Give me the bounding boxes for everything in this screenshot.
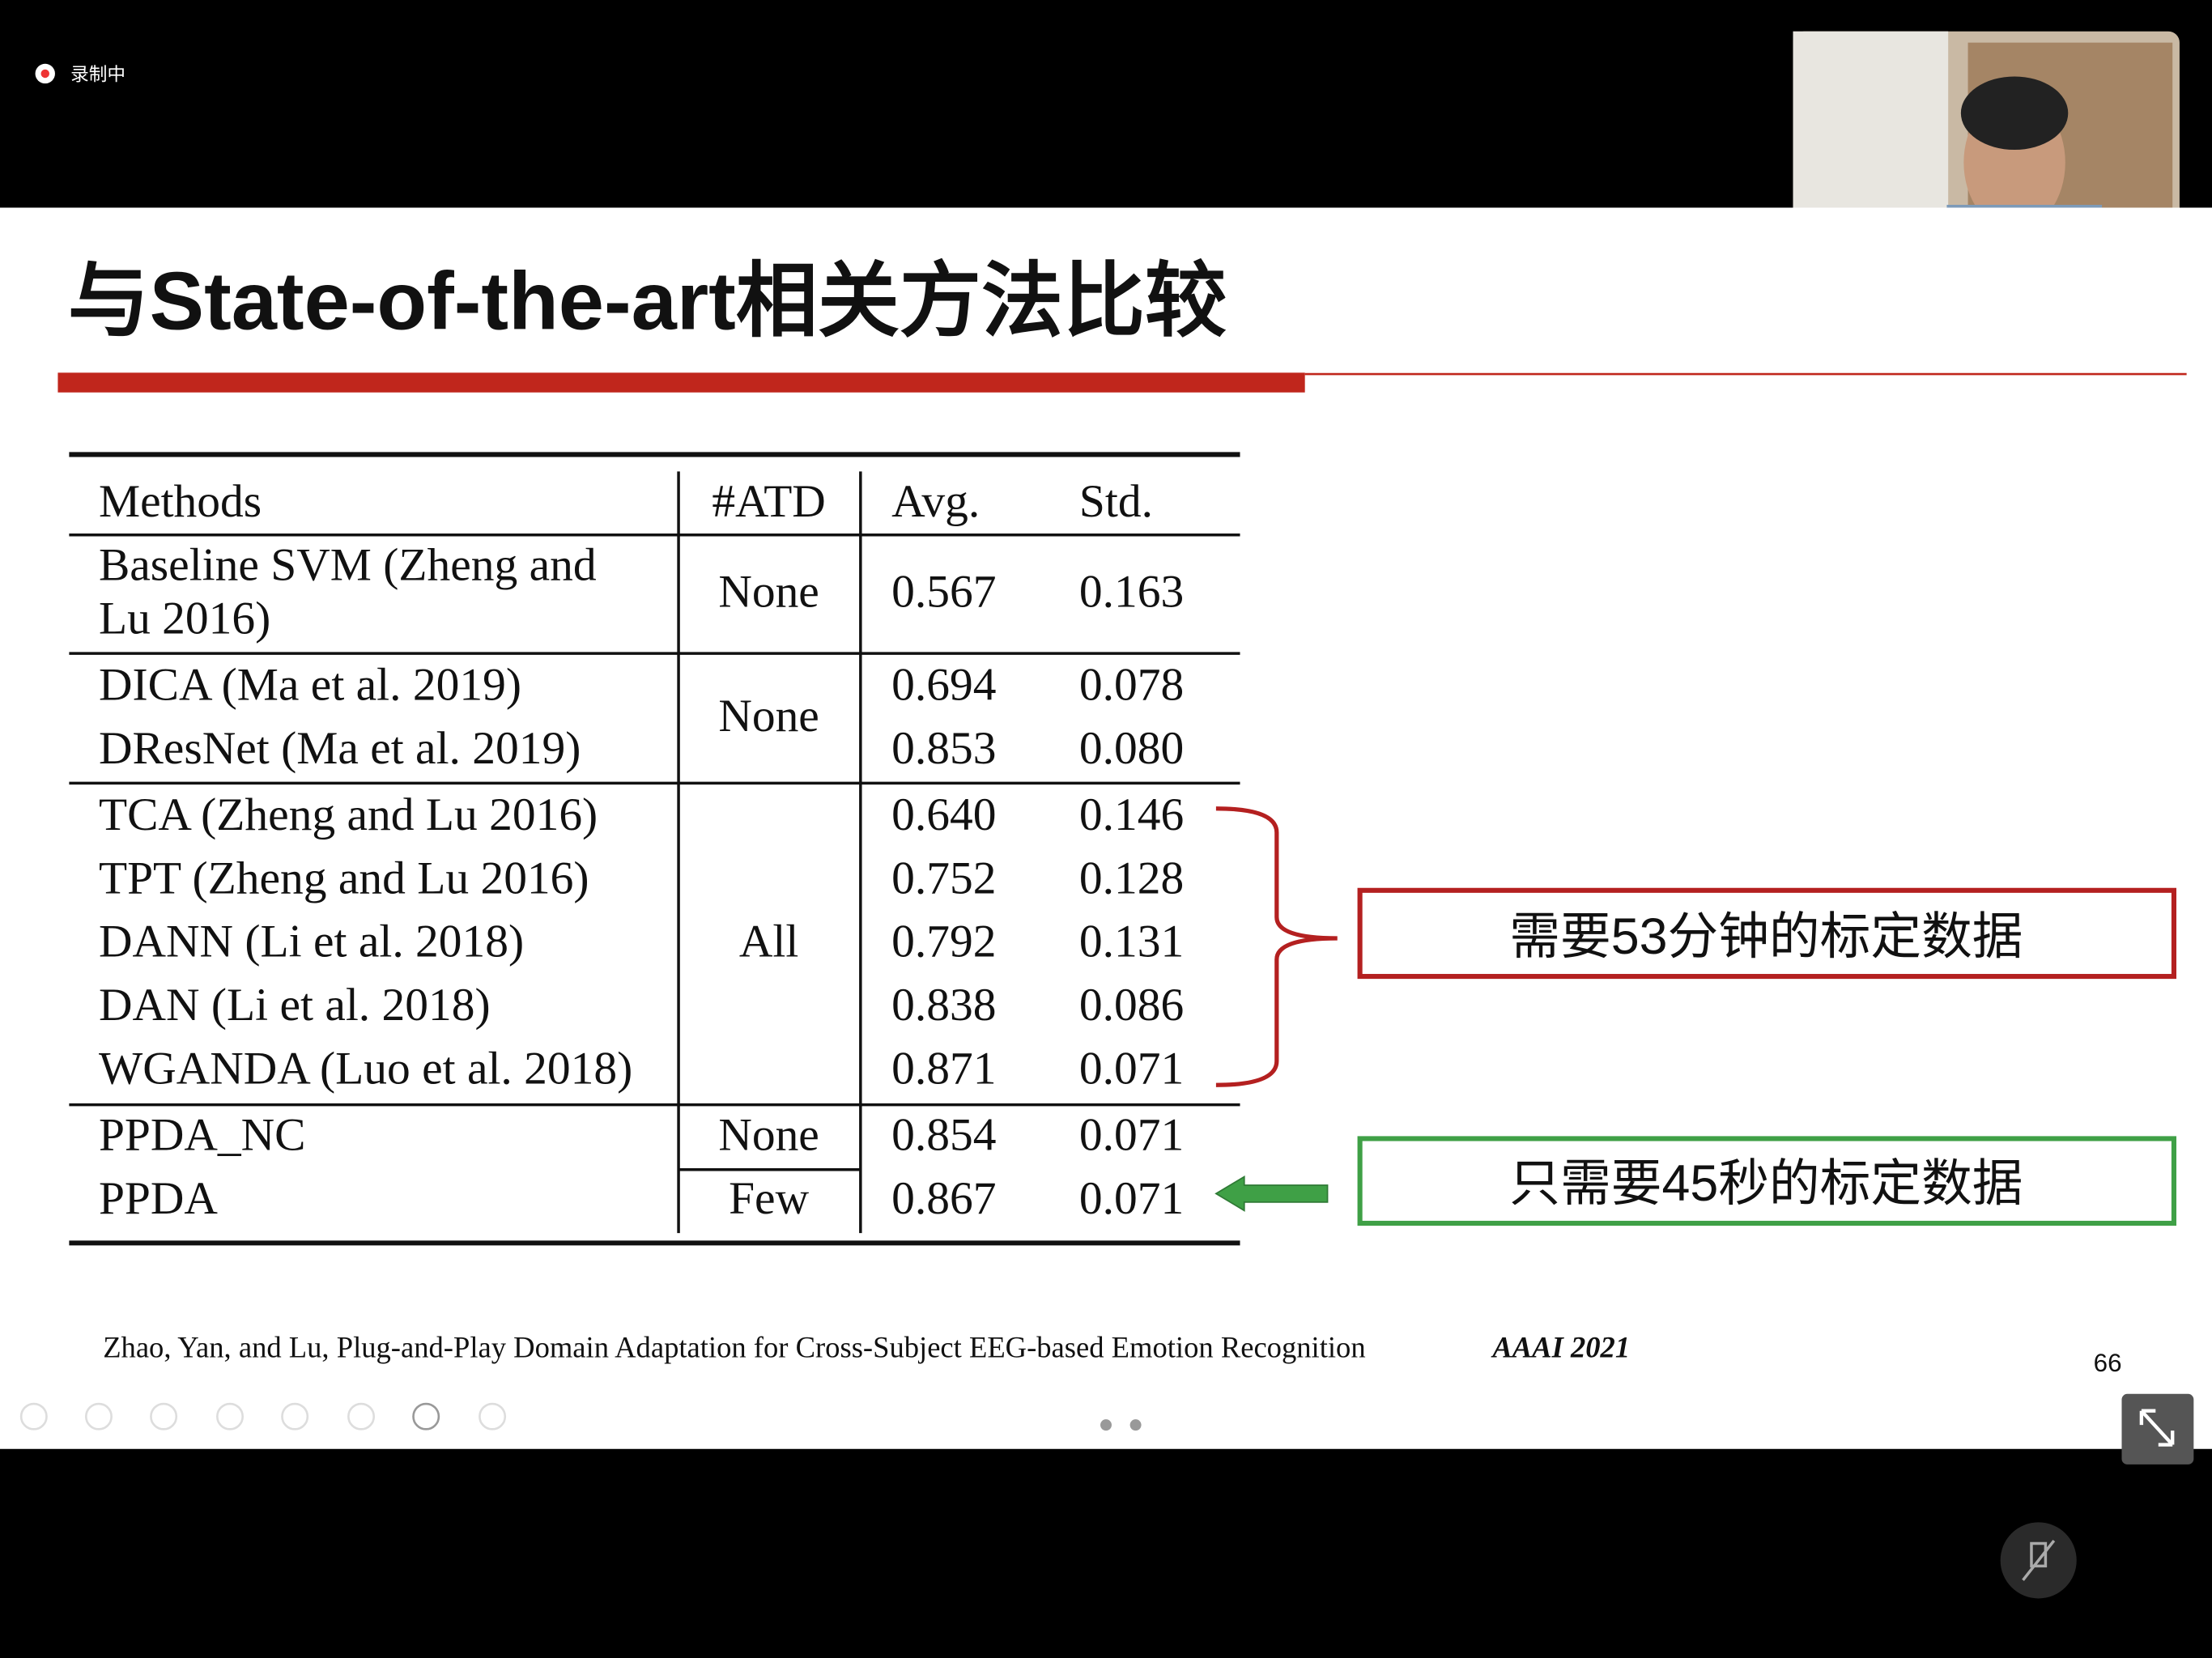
std-cell: 0.128 [1079,852,1184,903]
callout-box-green [1357,1136,2177,1226]
avg-cell: 0.871 [891,1043,996,1094]
fullscreen-icon [2139,1409,2175,1447]
page-dot[interactable] [1129,1419,1142,1431]
page-dot[interactable] [1100,1419,1112,1431]
std-cell: 0.131 [1079,916,1184,967]
record-dot [40,69,49,79]
toolbar-button[interactable] [412,1402,440,1431]
std-cell: 0.163 [1079,567,1184,618]
avg-cell: 0.640 [891,789,996,840]
slide-title: 与State-of-the-art相关方法比较 [68,256,1227,346]
std-cell: 0.071 [1079,1109,1184,1160]
header-cell: Avg. [891,476,980,527]
method-cell: DAN (Li et al. 2018) [99,980,491,1031]
toolbar-button[interactable] [216,1402,244,1431]
std-cell: 0.071 [1079,1173,1184,1224]
toolbar-button[interactable] [150,1402,178,1431]
atd-cell: None [718,1109,819,1160]
method-cell: DICA (Ma et al. 2019) [99,660,521,711]
video-hair [1960,76,2069,151]
avg-cell: 0.694 [891,660,996,711]
method-cell: PPDA_NC [99,1109,306,1160]
avg-cell: 0.752 [891,852,996,903]
toolbar-button[interactable] [19,1402,48,1431]
callout-box-red [1357,887,2177,980]
recording-label: 录制中 [70,64,125,85]
table-rules [69,452,1240,1246]
avg-cell: 0.838 [891,980,996,1031]
method-cell: WGANDA (Luo et al. 2018) [99,1043,632,1094]
avg-cell: 0.867 [891,1173,996,1224]
citation-venue: AAAI 2021 [1491,1331,1630,1364]
atd-cell: None [718,691,819,742]
atd-cell: None [718,567,819,618]
toolbar-button[interactable] [347,1402,376,1431]
method-cell: DResNet (Ma et al. 2019) [99,723,581,774]
method-cell: TCA (Zheng and Lu 2016) [99,789,598,840]
std-cell: 0.086 [1079,980,1184,1031]
toolbar-button[interactable] [281,1402,309,1431]
brace [1215,806,1338,1087]
toolbar-button[interactable] [84,1402,113,1431]
std-cell: 0.080 [1079,723,1184,774]
mic-icon [2022,1539,2056,1581]
callout-text: 只需要45秒的标定数据 [1509,1155,2023,1212]
avg-cell: 0.792 [891,916,996,967]
header-cell: Std. [1079,476,1153,527]
std-cell: 0.078 [1079,660,1184,711]
table: Methods #ATD Avg. Std. None Baseline SVM (Zhe… [99,476,1184,1224]
callout-text: 需要53分钟的标定数据 [1509,908,2023,965]
page-number: 66 [2094,1349,2122,1377]
atd-cell: Few [729,1173,809,1224]
slide-toolbar [19,1402,507,1431]
method-cell: DANN (Li et al. 2018) [99,916,524,967]
method-cell: Baseline SVM (Zheng and [99,539,597,590]
avg-cell: 0.567 [891,567,996,618]
header-cell: Methods [99,476,262,527]
atd-cell: All [739,916,798,967]
title-bar [57,372,1305,393]
method-cell: Lu 2016) [99,593,270,644]
std-cell: 0.146 [1079,789,1184,840]
header-cell: #ATD [712,476,826,527]
std-cell: 0.071 [1079,1043,1184,1094]
arrow [1214,1175,1329,1212]
avg-cell: 0.853 [891,723,996,774]
citation: Zhao, Yan, and Lu, Plug-and-Play Domain … [103,1331,1365,1364]
method-cell: PPDA [99,1173,218,1224]
method-cell: TPT (Zheng and Lu 2016) [99,852,589,903]
toolbar-button[interactable] [479,1402,507,1431]
avg-cell: 0.854 [891,1109,996,1160]
